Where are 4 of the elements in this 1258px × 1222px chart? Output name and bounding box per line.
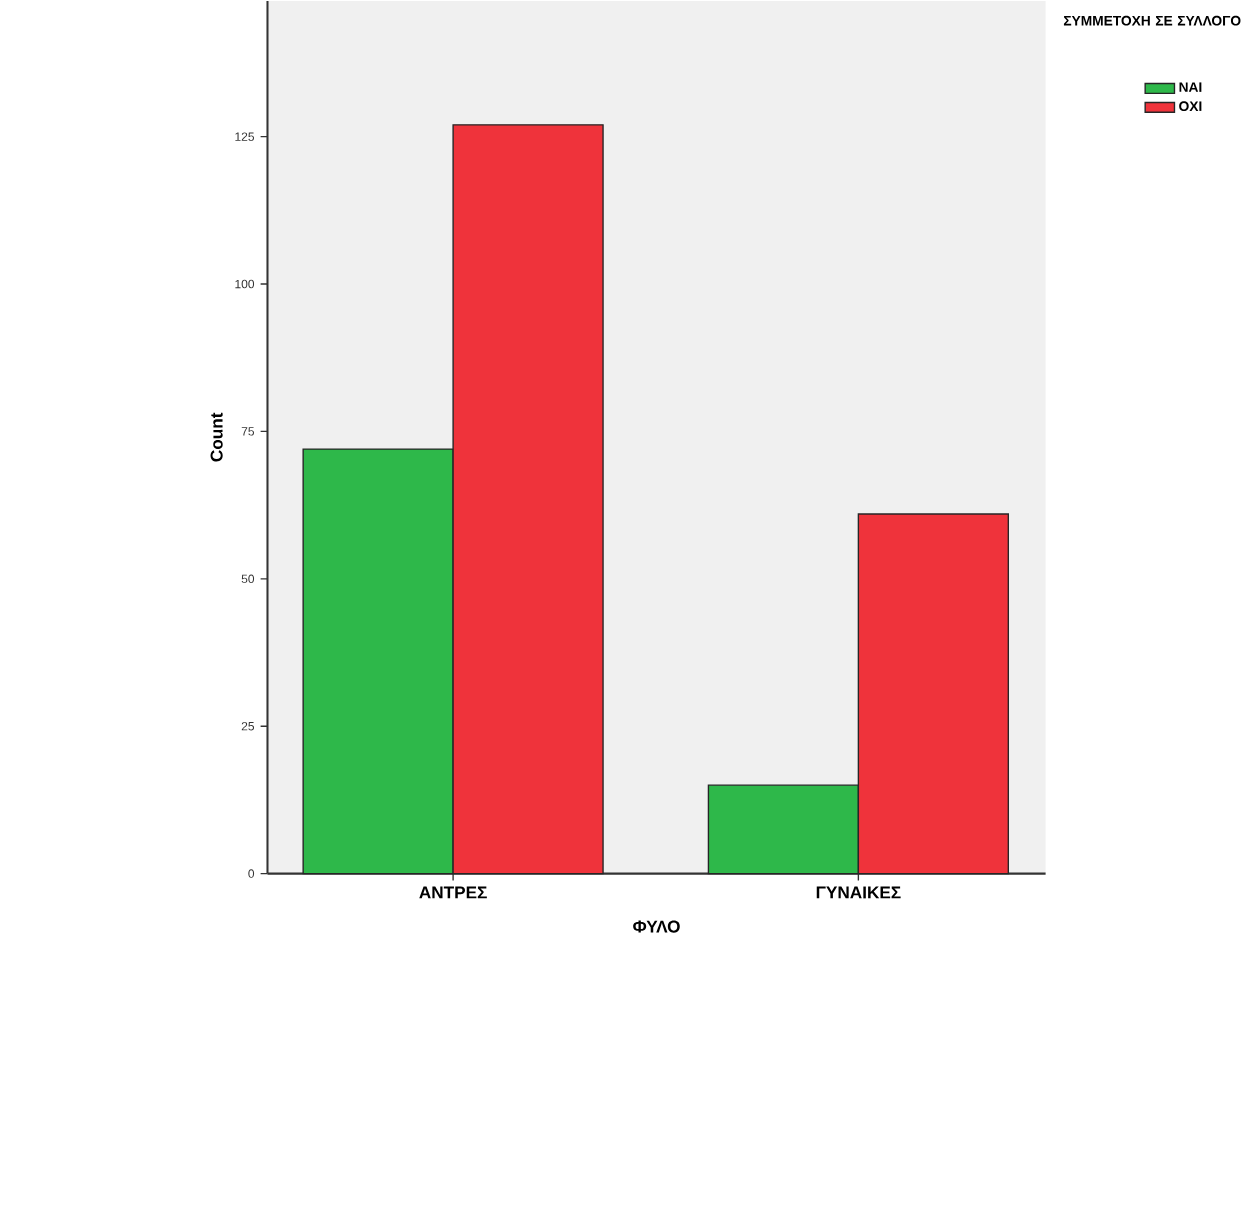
y-axis-title: Count	[210, 412, 223, 462]
x-axis-title: ΦΥΛΟ	[633, 920, 680, 933]
x-tick-label: ΑΝΤΡΕΣ	[419, 886, 487, 899]
x-tick-label: ΓΥΝΑΙΚΕΣ	[816, 886, 901, 899]
